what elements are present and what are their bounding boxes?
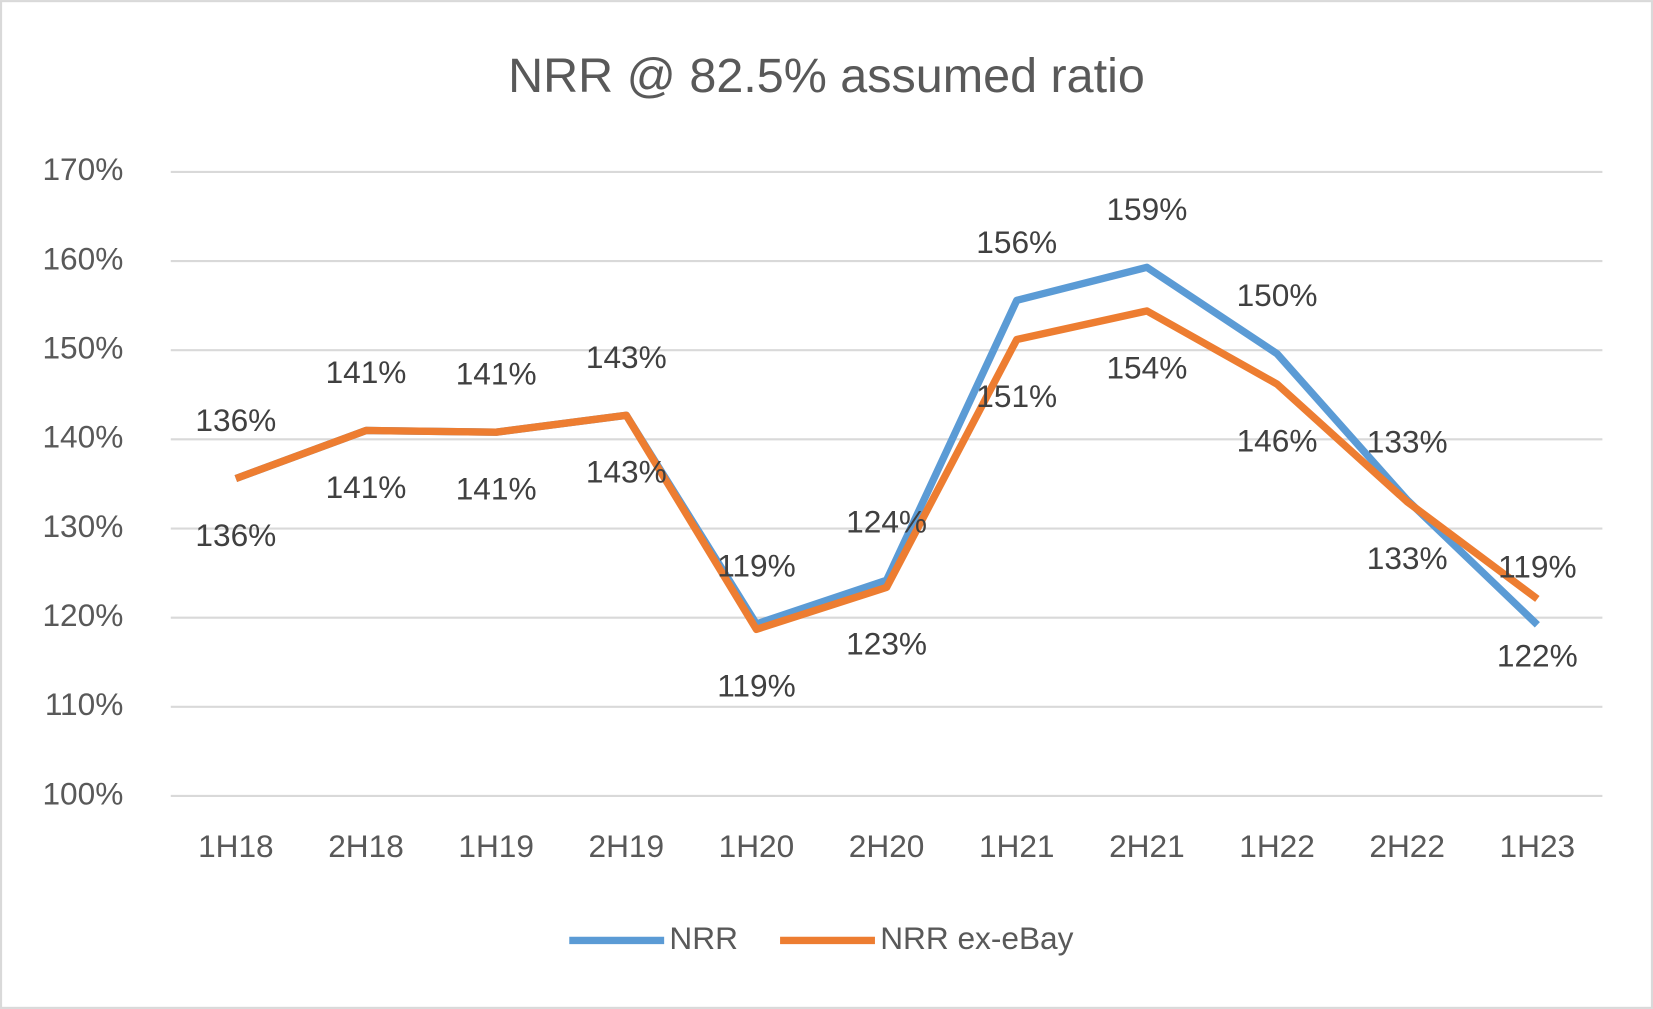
x-tick-label: 1H22 — [1239, 828, 1315, 864]
data-label: 122% — [1497, 637, 1578, 673]
data-label: 133% — [1367, 540, 1448, 576]
data-label: 119% — [717, 547, 795, 583]
y-tick-label: 150% — [42, 330, 123, 366]
data-label: 119% — [1498, 548, 1577, 584]
data-label: 143% — [586, 339, 667, 375]
data-label: 159% — [1106, 191, 1187, 227]
x-tick-label: 1H20 — [719, 828, 795, 864]
series-line — [234, 307, 1540, 634]
x-tick-label: 2H19 — [589, 828, 665, 864]
chart-title: NRR @ 82.5% assumed ratio — [508, 49, 1145, 103]
x-tick-label: 2H20 — [849, 828, 925, 864]
data-label: 151% — [976, 378, 1057, 414]
x-tick-label: 1H19 — [458, 828, 534, 864]
data-label: 141% — [326, 354, 407, 390]
data-label: 136% — [195, 402, 276, 438]
y-tick-label: 110% — [45, 686, 124, 722]
data-label: 156% — [976, 224, 1057, 260]
data-label: 141% — [326, 469, 407, 505]
y-tick-label: 120% — [42, 597, 123, 633]
y-tick-label: 130% — [42, 508, 123, 544]
x-tick-label: 1H23 — [1500, 828, 1576, 864]
x-tick-label: 2H21 — [1109, 828, 1185, 864]
y-tick-label: 140% — [42, 419, 123, 455]
data-label: 143% — [586, 454, 667, 490]
x-tick-label: 2H22 — [1369, 828, 1445, 864]
legend-label: NRR — [669, 920, 737, 956]
data-label: 136% — [195, 517, 276, 553]
data-label: 141% — [456, 471, 537, 507]
data-label: 119% — [717, 668, 795, 704]
data-label: 141% — [456, 356, 537, 392]
y-tick-label: 170% — [42, 151, 123, 187]
data-label: 146% — [1237, 422, 1318, 458]
y-tick-label: 160% — [42, 240, 123, 276]
legend-label: NRR ex-eBay — [880, 920, 1073, 956]
data-label: 150% — [1237, 277, 1318, 313]
data-label: 154% — [1106, 349, 1187, 385]
y-tick-label: 100% — [42, 775, 123, 811]
data-label: 124% — [846, 504, 927, 540]
data-label: 133% — [1367, 423, 1448, 459]
x-tick-label: 2H18 — [328, 828, 404, 864]
x-tick-label: 1H18 — [198, 828, 274, 864]
x-tick-label: 1H21 — [979, 828, 1055, 864]
data-label: 123% — [846, 626, 927, 662]
